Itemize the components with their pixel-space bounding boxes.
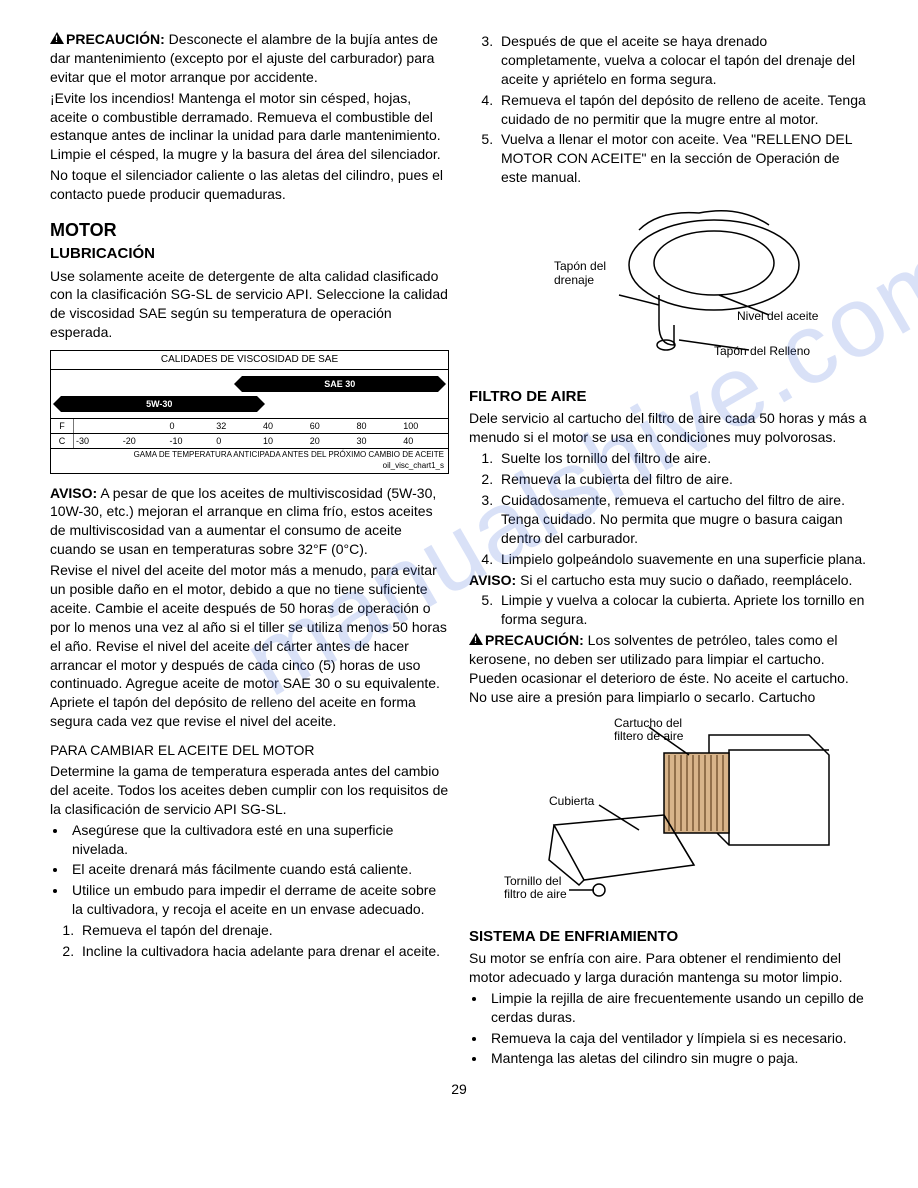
right-column: Después de que el aceite se haya drenado…: [469, 30, 868, 1070]
warning-icon: [50, 32, 64, 44]
list-item: Utilice un embudo para impedir el derram…: [68, 881, 449, 919]
filter-aviso: AVISO: Si el cartucho esta muy sucio o d…: [469, 571, 868, 590]
chart-title: CALIDADES DE VISCOSIDAD DE SAE: [51, 351, 448, 370]
svg-text:drenaje: drenaje: [554, 273, 594, 287]
cooling-bullets: Limpie la rejilla de aire frecuentemente…: [469, 989, 868, 1069]
caution-label: PRECAUCIÓN:: [66, 31, 165, 47]
page-number: 29: [50, 1080, 868, 1099]
change-oil-steps: Remueva el tapón del drenaje. Incline la…: [50, 921, 449, 961]
list-item: Limpielo golpeándolo suavemente en una s…: [497, 550, 868, 569]
caution-block: PRECAUCIÓN: Desconecte el alambre de la …: [50, 30, 449, 87]
air-filter-diagram: Cartucho del filtero de aire Cubierta To…: [469, 715, 868, 915]
list-item: Asegúrese que la cultivadora esté en una…: [68, 821, 449, 859]
air-filter-steps: Suelte los tornillo del filtro de aire. …: [469, 449, 868, 568]
label-drain: Tapón del: [554, 259, 606, 273]
left-column: PRECAUCIÓN: Desconecte el alambre de la …: [50, 30, 449, 1070]
aviso-text: A pesar de que los aceites de multivisco…: [50, 485, 436, 558]
list-item: Remueva la caja del ventilador y límpiel…: [487, 1029, 868, 1048]
list-item: Después de que el aceite se haya drenado…: [497, 32, 868, 89]
air-filter-heading: FILTRO DE AIRE: [469, 387, 868, 407]
svg-text:filtero de aire: filtero de aire: [614, 729, 684, 743]
chart-bar-5w30: 5W-30: [61, 396, 257, 412]
label-fill: Tapón del Relleno: [714, 344, 810, 358]
label-screw: Tornillo del: [504, 874, 561, 888]
motor-heading: MOTOR: [50, 218, 449, 242]
cooling-intro: Su motor se enfría con aire. Para obtene…: [469, 949, 868, 987]
svg-text:filtro de aire: filtro de aire: [504, 887, 567, 901]
engine-diagram: Tapón del drenaje Nivel del aceite Tapón…: [469, 195, 868, 375]
aviso-label: AVISO:: [50, 485, 97, 501]
warning-icon: [469, 633, 483, 645]
chart-footer: GAMA DE TEMPERATURA ANTICIPADA ANTES DEL…: [51, 448, 448, 473]
label-cartridge: Cartucho del: [614, 716, 682, 730]
list-item: Incline la cultivadora hacia adelante pa…: [78, 942, 449, 961]
change-oil-text: Determine la gama de temperatura esperad…: [50, 762, 449, 819]
list-item: Suelte los tornillo del filtro de aire.: [497, 449, 868, 468]
chart-scale-c: C -30 -20 -10 0 10 20 30 40: [51, 433, 448, 448]
list-item: Remueva el tapón del depósito de relleno…: [497, 91, 868, 129]
cooling-heading: SISTEMA DE ENFRIAMIENTO: [469, 927, 868, 947]
list-item: Vuelva a llenar el motor con aceite. Vea…: [497, 130, 868, 187]
chart-scale-f: F 0 32 40 60 80 100: [51, 418, 448, 433]
list-item: Remueva el tapón del drenaje.: [78, 921, 449, 940]
change-oil-heading: PARA CAMBIAR EL ACEITE DEL MOTOR: [50, 741, 449, 760]
list-item: El aceite drenará más fácilmente cuando …: [68, 860, 449, 879]
caution2-block: PRECAUCIÓN: Los solventes de petróleo, t…: [469, 631, 868, 707]
chart-bars: SAE 30 5W-30: [51, 370, 448, 418]
list-item: Remueva la cubierta del filtro de aire.: [497, 470, 868, 489]
list-item: Limpie la rejilla de aire frecuentemente…: [487, 989, 868, 1027]
oil-check-text: Revise el nivel del aceite del motor más…: [50, 561, 449, 731]
label-cover: Cubierta: [549, 794, 595, 808]
aviso-block: AVISO: A pesar de que los aceites de mul…: [50, 484, 449, 560]
fire-warning: ¡Evite los incendios! Mantenga el motor …: [50, 89, 449, 165]
lubrication-text: Use solamente aceite de detergente de al…: [50, 267, 449, 343]
filter-step-5: Limpie y vuelva a colocar la cubierta. A…: [469, 591, 868, 629]
burn-warning: No toque el silenciador caliente o las a…: [50, 166, 449, 204]
list-item: Limpie y vuelva a colocar la cubierta. A…: [497, 591, 868, 629]
label-level: Nivel del aceite: [737, 309, 819, 323]
oil-steps-cont: Después de que el aceite se haya drenado…: [469, 32, 868, 187]
air-filter-intro: Dele servicio al cartucho del filtro de …: [469, 409, 868, 447]
list-item: Cuidadosamente, remueva el cartucho del …: [497, 491, 868, 548]
lubrication-heading: LUBRICACIÓN: [50, 244, 449, 264]
chart-bar-sae30: SAE 30: [242, 376, 438, 392]
list-item: Mantenga las aletas del cilindro sin mug…: [487, 1049, 868, 1068]
change-oil-bullets: Asegúrese que la cultivadora esté en una…: [50, 821, 449, 919]
viscosity-chart: CALIDADES DE VISCOSIDAD DE SAE SAE 30 5W…: [50, 350, 449, 473]
